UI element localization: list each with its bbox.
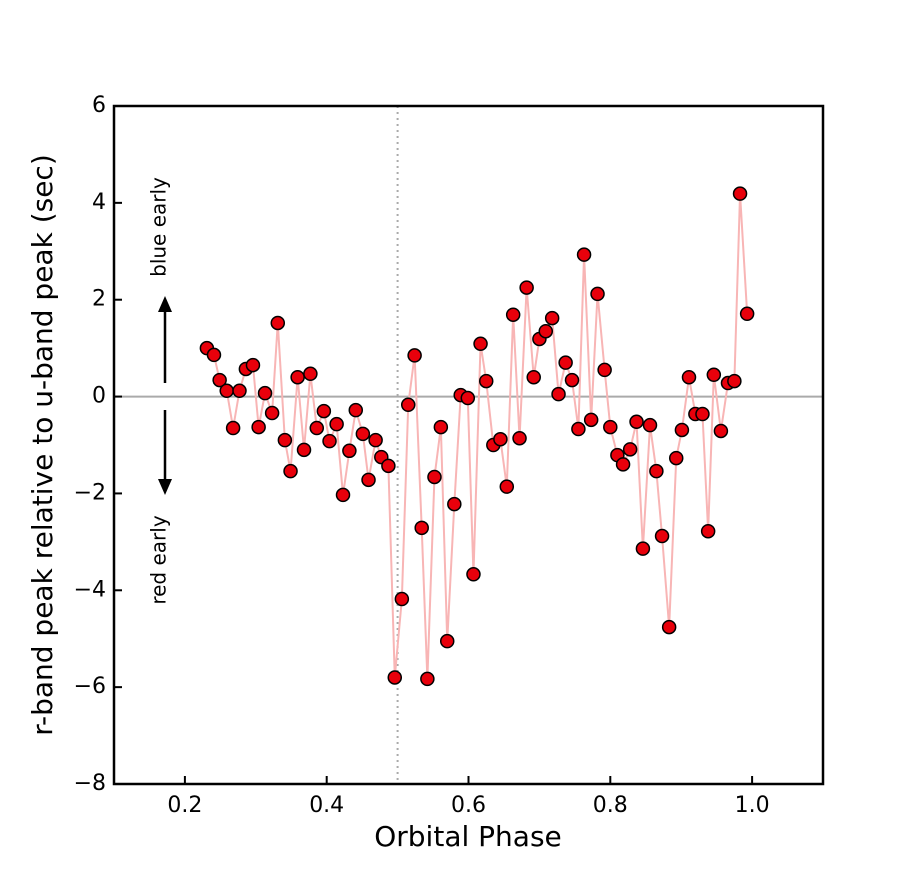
y-tick-label: −4 — [74, 577, 106, 602]
data-point — [649, 463, 664, 479]
data-point — [576, 247, 592, 262]
data-point — [381, 458, 396, 474]
data-point — [251, 419, 266, 435]
series-line — [206, 193, 749, 679]
data-point — [309, 420, 325, 436]
data-point — [668, 450, 684, 466]
data-point — [290, 369, 305, 385]
data-point — [706, 367, 722, 383]
data-point — [407, 348, 422, 363]
data-point — [264, 405, 280, 421]
data-point — [590, 286, 605, 302]
data-point — [526, 369, 541, 385]
data-point — [466, 567, 481, 582]
data-point — [661, 619, 677, 635]
annotation: red early — [147, 515, 171, 604]
data-point — [439, 633, 455, 649]
data-point — [212, 372, 227, 388]
data-point — [597, 362, 612, 378]
data-point — [232, 383, 247, 399]
data-point — [329, 416, 344, 432]
data-point — [700, 523, 716, 539]
data-point — [400, 397, 416, 413]
data-point — [277, 432, 293, 448]
arrow-head — [158, 479, 172, 495]
data-point — [394, 591, 410, 607]
data-point — [622, 442, 638, 457]
data-point — [642, 417, 658, 433]
y-tick-label: −6 — [74, 674, 106, 699]
data-point — [629, 414, 644, 430]
data-point — [695, 406, 710, 422]
data-point — [544, 310, 560, 326]
data-point — [348, 402, 364, 418]
y-tick-label: 6 — [92, 93, 106, 118]
y-tick-label: −2 — [74, 480, 106, 505]
data-point — [387, 670, 403, 685]
data-point — [433, 419, 449, 435]
data-point — [493, 431, 508, 447]
data-point — [245, 357, 261, 373]
data-point — [603, 419, 618, 435]
x-tick-label: 0.6 — [451, 793, 486, 818]
data-point — [583, 412, 599, 428]
data-point — [564, 372, 580, 388]
y-tick-label: −8 — [74, 771, 106, 796]
x-tick-label: 1.0 — [735, 793, 770, 818]
data-point — [303, 366, 318, 382]
data-point — [316, 403, 332, 419]
data-point — [219, 383, 234, 399]
data-point — [342, 443, 357, 459]
arrow-head — [158, 296, 172, 312]
y-axis-label: r-band peak relative to u-band peak (sec… — [26, 154, 59, 736]
x-tick-label: 0.2 — [167, 793, 202, 818]
data-point — [499, 479, 515, 494]
data-point — [558, 355, 573, 370]
data-point — [505, 307, 521, 322]
y-tick-label: 2 — [92, 287, 106, 312]
data-point — [732, 186, 748, 201]
data-point — [538, 323, 554, 339]
data-point — [283, 463, 298, 479]
data-point — [206, 347, 222, 363]
data-point — [225, 420, 241, 436]
data-point — [519, 280, 534, 295]
data-point — [296, 442, 312, 458]
data-point — [270, 315, 286, 331]
data-point — [635, 541, 651, 556]
data-point — [681, 369, 697, 385]
data-point — [420, 671, 435, 687]
data-point — [447, 496, 462, 512]
data-point — [674, 422, 690, 438]
data-point — [654, 528, 670, 544]
data-point — [414, 520, 429, 536]
x-tick-label: 0.4 — [309, 793, 344, 818]
plot-frame — [112, 104, 825, 786]
data-point — [739, 306, 755, 322]
x-axis-label: Orbital Phase — [374, 820, 562, 853]
x-tick-label: 0.8 — [593, 793, 628, 818]
data-point — [460, 390, 476, 406]
y-tick-label: 4 — [92, 190, 106, 215]
data-point — [551, 386, 566, 402]
annotation: blue early — [147, 177, 171, 277]
data-point — [615, 457, 631, 472]
data-point — [512, 430, 527, 446]
data-point — [368, 432, 383, 448]
data-point — [355, 426, 371, 442]
data-point — [727, 373, 742, 389]
data-point — [257, 385, 273, 401]
data-point — [571, 421, 586, 437]
y-tick-label: 0 — [92, 384, 106, 409]
data-point — [361, 472, 376, 488]
data-point — [473, 336, 488, 352]
data-point — [322, 433, 337, 449]
data-point — [335, 487, 351, 503]
data-point — [478, 373, 494, 389]
data-point — [427, 469, 442, 485]
data-point — [713, 423, 729, 439]
